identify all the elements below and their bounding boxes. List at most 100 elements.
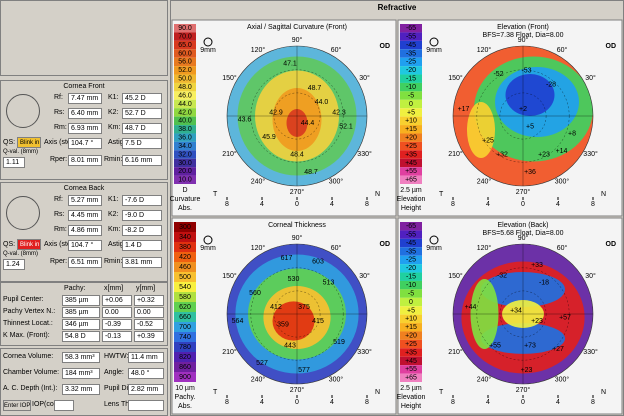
scale-label: +10 [405, 316, 417, 323]
map-title: Corneal Thickness [268, 222, 326, 229]
scale-swatch [400, 222, 422, 231]
field-value [128, 400, 164, 411]
scale-label: 40.0 [178, 118, 192, 125]
map-value: +2 [519, 106, 527, 113]
field-value [54, 400, 74, 411]
map-value: +44 [465, 304, 477, 311]
field-value: +0.06 [102, 295, 132, 306]
scale-label: 860 [179, 364, 191, 371]
field-value: 48.7 D [122, 123, 162, 134]
field-label: Rmin: [104, 156, 123, 163]
scale-swatch [174, 362, 196, 372]
scale-label: -15 [406, 274, 416, 281]
scale-label: 48.0 [178, 84, 192, 91]
scale-footer: Elevation [397, 196, 426, 203]
field-label: K2: [108, 109, 119, 116]
scale-label: 780 [179, 344, 191, 351]
field-label: Pachy Vertex N.: [3, 308, 56, 315]
field-label: Km: [108, 124, 121, 131]
button[interactable]: Enter IOP [3, 400, 31, 411]
scale-swatch [400, 108, 422, 117]
scale-swatch [174, 158, 196, 168]
angle-label: 330° [583, 150, 598, 158]
scale-label: 620 [179, 304, 191, 311]
field-value: 6.40 mm [68, 108, 102, 119]
zoom-label: 9mm [200, 47, 216, 54]
angle-label: 30° [585, 272, 596, 280]
angle-label: 210° [448, 150, 463, 158]
map-value: 44.0 [315, 99, 329, 106]
scale-swatch [400, 306, 422, 315]
field-label: Chamber Volume: [3, 369, 60, 376]
scale-swatch [400, 99, 422, 109]
scale-swatch [400, 116, 422, 126]
field-label: Q-val. (8mm) [3, 149, 38, 155]
map-subtitle: BFS=5.68 Float, Dia=8.00 [483, 230, 564, 237]
map-value: 42.9 [269, 109, 283, 116]
scale-label: 42.0 [178, 109, 192, 116]
angle-label: 60° [557, 244, 568, 252]
field-value: -9.0 D [122, 210, 162, 221]
field-value: 1.24 [3, 259, 25, 270]
scale-label: 65.0 [178, 42, 192, 49]
panel [0, 282, 168, 346]
field-value: 4.45 mm [68, 210, 102, 221]
field-label: Rmin: [104, 258, 123, 265]
map-value: 44.4 [301, 120, 315, 127]
section-title: Cornea Front [63, 83, 105, 90]
field-value: 0.00 [102, 307, 132, 318]
scale-swatch [174, 252, 196, 262]
scale-label: 20.0 [178, 168, 192, 175]
field-value: 184 mm³ [62, 368, 100, 379]
scale-label: -5 [408, 92, 414, 99]
scale-swatch [174, 372, 196, 382]
angle-label: 270° [516, 386, 531, 394]
map-value: +23 [538, 151, 550, 158]
tick-label: 8 [365, 399, 369, 406]
scale-swatch [400, 247, 422, 256]
scale-label: 700 [179, 324, 191, 331]
tick-label: 0 [295, 201, 299, 208]
scale-swatch [400, 150, 422, 159]
scale-footer: 2.5 µm [400, 385, 422, 392]
scale-swatch [400, 339, 422, 349]
map-title: Elevation (Front) [497, 24, 549, 31]
zoom-icon [203, 37, 213, 47]
zoom-label: 9mm [200, 245, 216, 252]
zoom-label: 9mm [426, 245, 442, 252]
scale-swatch [400, 141, 422, 151]
map-value: +57 [559, 314, 571, 321]
angle-label: 60° [331, 46, 342, 54]
scale-swatch [400, 331, 422, 340]
scale-label: 10.0 [178, 177, 192, 184]
scale-label: 0 [409, 299, 413, 306]
tick-label: 0 [521, 201, 525, 208]
scale-label: 70.0 [178, 33, 192, 40]
scale-label: +25 [405, 341, 417, 348]
scale-swatch [400, 49, 422, 58]
scale-label: 300 [179, 224, 191, 231]
map-value: 530 [288, 276, 300, 283]
scale-label: 50.0 [178, 76, 192, 83]
map-value: +23 [531, 318, 543, 325]
scale-label: 500 [179, 274, 191, 281]
scale-swatch [400, 32, 422, 41]
field-value: +0.32 [134, 295, 164, 306]
scale-swatch [400, 356, 422, 366]
field-label: Rf: [54, 196, 63, 203]
scale-label: +25 [405, 143, 417, 150]
scale-label: 660 [179, 314, 191, 321]
scale-swatch [400, 323, 422, 332]
tick-label: 8 [365, 201, 369, 208]
scale-swatch [174, 175, 196, 184]
scale-swatch [174, 262, 196, 272]
column-header: Pachy: [64, 285, 86, 292]
tick-label: 8 [451, 399, 455, 406]
column-header: y[mm] [136, 285, 156, 292]
scale-swatch [174, 272, 196, 282]
field-label: Axis (steep): [44, 139, 83, 146]
map-title: Elevation (Back) [498, 222, 549, 229]
field-label: Thinnest Locat.: [3, 320, 53, 327]
map-value: -53 [521, 67, 531, 74]
